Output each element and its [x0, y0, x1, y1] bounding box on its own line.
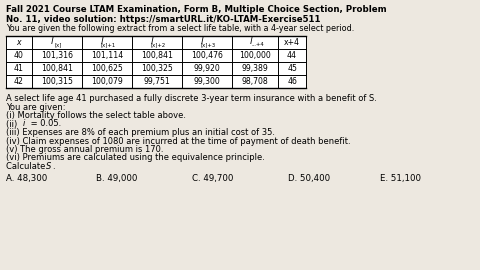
Text: [x]+2: [x]+2: [150, 42, 166, 48]
Text: [x]+1: [x]+1: [100, 42, 116, 48]
Text: l: l: [201, 38, 203, 46]
Text: l: l: [101, 38, 103, 46]
Text: l: l: [151, 38, 153, 46]
Text: 100,079: 100,079: [91, 77, 123, 86]
Text: .: .: [52, 162, 55, 171]
Text: (vi) Premiums are calculated using the equivalence principle.: (vi) Premiums are calculated using the e…: [6, 154, 265, 163]
Text: 44: 44: [287, 51, 297, 60]
Text: D. 50,400: D. 50,400: [288, 174, 330, 183]
Text: (iv) Claim expenses of 1080 are incurred at the time of payment of death benefit: (iv) Claim expenses of 1080 are incurred…: [6, 137, 350, 146]
Text: 100,625: 100,625: [91, 64, 123, 73]
Text: B. 49,000: B. 49,000: [96, 174, 137, 183]
Text: (ii): (ii): [6, 120, 20, 129]
Text: C. 49,700: C. 49,700: [192, 174, 233, 183]
Text: No. 11, video solution: https://smartURL.it/KO-LTAM-Exercise511: No. 11, video solution: https://smartURL…: [6, 15, 321, 23]
Text: l: l: [250, 38, 252, 46]
Text: x: x: [17, 38, 21, 47]
Text: (v) The gross annual premium is 170.: (v) The gross annual premium is 170.: [6, 145, 164, 154]
Text: 40: 40: [14, 51, 24, 60]
Text: 99,300: 99,300: [193, 77, 220, 86]
Text: 100,000: 100,000: [239, 51, 271, 60]
Text: 100,841: 100,841: [141, 51, 173, 60]
Text: 101,114: 101,114: [91, 51, 123, 60]
Text: 41: 41: [14, 64, 24, 73]
Text: 45: 45: [287, 64, 297, 73]
Text: x+4: x+4: [284, 38, 300, 47]
Text: 99,751: 99,751: [144, 77, 170, 86]
Text: 42: 42: [14, 77, 24, 86]
Text: 99,920: 99,920: [193, 64, 220, 73]
Text: You are given the following extract from a select life table, with a 4-year sele: You are given the following extract from…: [6, 24, 354, 33]
Text: 99,389: 99,389: [241, 64, 268, 73]
Text: 100,325: 100,325: [141, 64, 173, 73]
Text: = 0.05.: = 0.05.: [28, 120, 61, 129]
Text: 98,708: 98,708: [241, 77, 268, 86]
Text: You are given:: You are given:: [6, 103, 65, 112]
Text: ...+4: ...+4: [252, 42, 264, 48]
Text: i: i: [23, 120, 25, 129]
Text: 100,476: 100,476: [191, 51, 223, 60]
Bar: [6, 36, 306, 88]
Text: A. 48,300: A. 48,300: [6, 174, 47, 183]
Text: S: S: [46, 162, 51, 171]
Text: [x]+3: [x]+3: [201, 42, 216, 48]
Text: Calculate: Calculate: [6, 162, 48, 171]
Text: l: l: [51, 38, 53, 46]
Text: E. 51,100: E. 51,100: [380, 174, 421, 183]
Text: A select life age 41 purchased a fully discrete 3-year term insurance with a ben: A select life age 41 purchased a fully d…: [6, 94, 377, 103]
Text: 100,841: 100,841: [41, 64, 73, 73]
Text: Fall 2021 Course LTAM Examination, Form B, Multiple Choice Section, Problem: Fall 2021 Course LTAM Examination, Form …: [6, 5, 386, 14]
Text: (i) Mortality follows the select table above.: (i) Mortality follows the select table a…: [6, 111, 186, 120]
Text: 46: 46: [287, 77, 297, 86]
Text: 101,316: 101,316: [41, 51, 73, 60]
Text: [x]: [x]: [54, 42, 62, 48]
Text: 100,315: 100,315: [41, 77, 73, 86]
Text: (iii) Expenses are 8% of each premium plus an initial cost of 35.: (iii) Expenses are 8% of each premium pl…: [6, 128, 275, 137]
